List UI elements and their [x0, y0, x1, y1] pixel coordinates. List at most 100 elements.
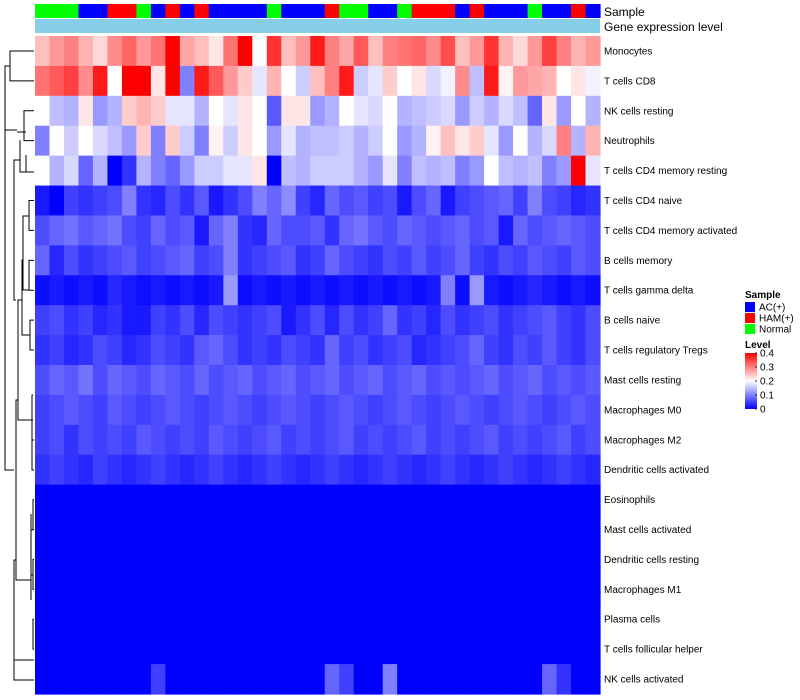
heatmap-cell	[295, 95, 311, 127]
heatmap-cell	[78, 215, 94, 246]
row-label: NK cells resting	[604, 106, 673, 117]
heatmap-cell	[78, 514, 94, 546]
heatmap-cell	[92, 245, 109, 276]
heatmap-cell	[179, 65, 195, 97]
heatmap-cell	[35, 454, 51, 486]
heatmap-cell	[339, 544, 355, 575]
heatmap-cell	[426, 424, 442, 456]
heatmap-cell	[78, 604, 94, 635]
heatmap-cell	[194, 215, 210, 246]
heatmap-cell	[237, 335, 253, 366]
heatmap-cell	[556, 185, 572, 217]
heatmap-cell	[513, 215, 529, 246]
heatmap-cell	[281, 65, 297, 97]
heatmap-cell	[92, 514, 109, 546]
heatmap-cell	[281, 185, 297, 217]
heatmap-cell	[585, 454, 601, 486]
heatmap-cell	[295, 604, 311, 635]
sample-cell	[49, 4, 65, 18]
heatmap-cell	[266, 365, 282, 396]
heatmap-cell	[397, 424, 413, 456]
heatmap-cell	[513, 185, 529, 217]
heatmap-cell	[208, 424, 224, 456]
heatmap-cell	[223, 275, 239, 306]
heatmap-cell	[295, 365, 311, 396]
heatmap-cell	[107, 185, 123, 217]
heatmap-cell	[411, 544, 427, 575]
heatmap-cell	[368, 155, 384, 187]
heatmap-cell	[397, 514, 413, 546]
heatmap-cell	[368, 454, 384, 486]
heatmap-cell	[35, 634, 51, 665]
heatmap-cell	[455, 634, 471, 665]
heatmap-cell	[571, 484, 587, 516]
heatmap-cell	[107, 125, 123, 157]
heatmap-cell	[353, 125, 369, 157]
heatmap-cell	[179, 424, 195, 456]
heatmap-cell	[426, 544, 442, 575]
heatmap-cell	[78, 365, 94, 396]
heatmap-cell	[35, 394, 51, 426]
heatmap-cell	[513, 335, 529, 366]
heatmap-cell	[484, 394, 500, 426]
heatmap-cell	[397, 604, 413, 635]
heatmap-cell	[150, 95, 166, 127]
heatmap-cell	[556, 65, 572, 97]
heatmap-cell	[527, 185, 543, 217]
heatmap-cell	[49, 305, 65, 336]
heatmap-cell	[397, 335, 413, 366]
heatmap-cell	[223, 604, 239, 635]
heatmap-cell	[397, 185, 413, 217]
heatmap-cell	[353, 305, 369, 336]
heatmap-cell	[484, 365, 500, 396]
heatmap-cell	[455, 65, 471, 97]
heatmap-cell	[469, 155, 485, 187]
heatmap-cell	[237, 634, 253, 665]
heatmap-cell	[266, 484, 282, 516]
level-colorbar	[745, 353, 757, 409]
heatmap-cell	[513, 664, 529, 695]
row-label: Plasma cells	[604, 615, 660, 626]
heatmap-cell	[368, 424, 384, 456]
heatmap-cell	[382, 604, 398, 635]
heatmap-cell	[107, 574, 123, 605]
heatmap-cell	[295, 215, 311, 246]
heatmap-cell	[150, 454, 166, 486]
heatmap-cell	[484, 215, 500, 246]
heatmap-cell	[498, 604, 514, 635]
heatmap-cell	[469, 394, 485, 426]
heatmap-cell	[585, 305, 601, 336]
heatmap-cell	[223, 125, 239, 157]
heatmap-cell	[513, 574, 529, 605]
heatmap-cell	[252, 365, 268, 396]
sample-cell	[353, 4, 369, 18]
heatmap-cell	[63, 634, 80, 665]
heatmap-cell	[92, 305, 109, 336]
heatmap-cell	[92, 664, 109, 695]
heatmap-cell	[165, 484, 181, 516]
heatmap-cell	[411, 574, 427, 605]
heatmap-cell	[324, 514, 340, 546]
heatmap-cell	[339, 215, 355, 246]
heatmap-cell	[49, 424, 65, 456]
heatmap-cell	[281, 394, 297, 426]
heatmap-cell	[513, 544, 529, 575]
heatmap-cell	[368, 305, 384, 336]
heatmap-cell	[252, 574, 268, 605]
heatmap-cell	[484, 544, 500, 575]
heatmap-cell	[469, 424, 485, 456]
heatmap-cell	[571, 574, 587, 605]
heatmap-cell	[382, 664, 398, 695]
row-label: T cells follicular helper	[604, 645, 703, 656]
level-legend-tick-label: 0.2	[760, 377, 774, 388]
heatmap-cell	[484, 36, 500, 67]
heatmap-cell	[513, 125, 529, 157]
heatmap-cell	[78, 424, 94, 456]
heatmap-cell	[484, 514, 500, 546]
heatmap-cell	[556, 664, 572, 695]
heatmap-cell	[527, 664, 543, 695]
heatmap-cell	[542, 305, 558, 336]
sample-cell	[281, 4, 297, 18]
heatmap-cell	[411, 65, 427, 97]
heatmap-cell	[440, 454, 456, 486]
